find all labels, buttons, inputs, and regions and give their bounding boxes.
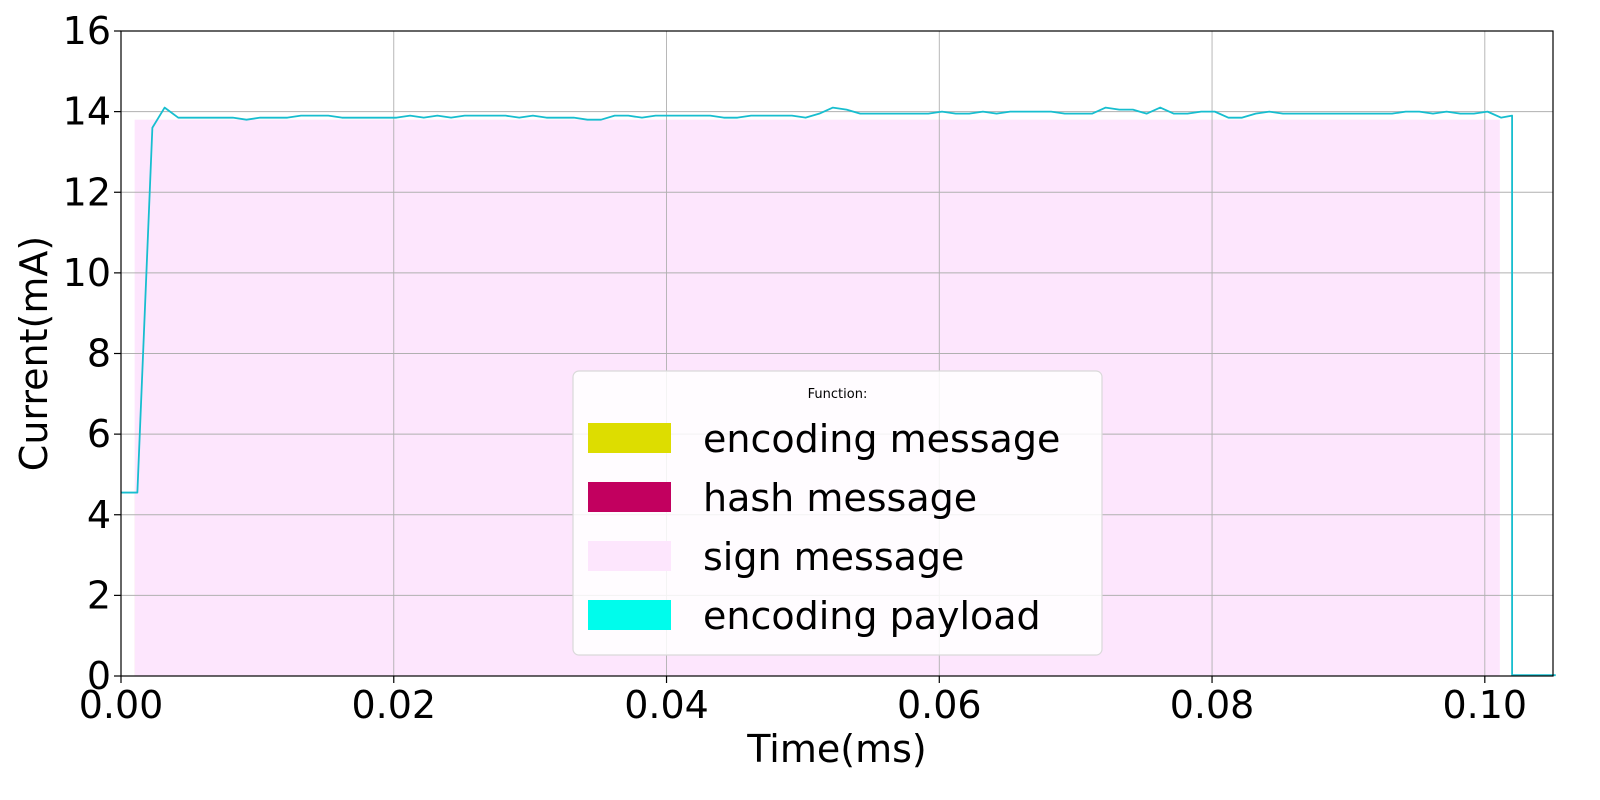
x-tick-label-0: 0.00: [79, 683, 164, 727]
legend-swatch-hash-message: [588, 482, 671, 512]
y-tick-label-0: 0: [87, 654, 111, 698]
x-tick-label-5: 0.10: [1443, 683, 1528, 727]
y-tick-label-3: 6: [87, 412, 111, 456]
y-tick-label-4: 8: [87, 332, 111, 376]
x-tick-label-3: 0.06: [897, 683, 982, 727]
x-tick-label-2: 0.04: [624, 683, 709, 727]
x-axis-label: Time(ms): [746, 727, 926, 771]
legend-swatch-encoding-message: [588, 423, 671, 453]
x-tick-label-4: 0.08: [1170, 683, 1255, 727]
current-series: [121, 106, 1556, 677]
y-tick-label-5: 10: [63, 251, 111, 295]
y-axis-label: Current(mA): [12, 236, 56, 471]
y-tick-label-8: 16: [63, 9, 111, 53]
y-tick-label-6: 12: [63, 170, 111, 214]
axis-ticks: 0.00 0.02 0.04 0.06 0.08 0.10 0 2 4 6 8 10 12 14 16: [63, 9, 1527, 727]
legend-items: encoding message hash message sign message…: [588, 417, 1060, 638]
legend-label-encoding-message: encoding message: [703, 417, 1060, 461]
legend: Function: encoding message hash message si…: [572, 370, 1103, 656]
legend-box: [572, 370, 1103, 656]
legend-label-sign-message: sign message: [703, 535, 964, 579]
y-tick-label-7: 14: [63, 90, 111, 134]
legend-label-hash-message: hash message: [703, 476, 977, 520]
x-tick-label-1: 0.02: [351, 683, 436, 727]
y-tick-label-1: 2: [87, 573, 111, 617]
legend-title: Function:: [808, 387, 868, 402]
current-line: [121, 106, 1556, 677]
legend-swatch-encoding-payload: [588, 600, 671, 630]
legend-label-encoding-payload: encoding payload: [703, 594, 1041, 638]
legend-swatch-sign-message: [588, 541, 671, 571]
y-tick-label-2: 4: [87, 493, 111, 537]
